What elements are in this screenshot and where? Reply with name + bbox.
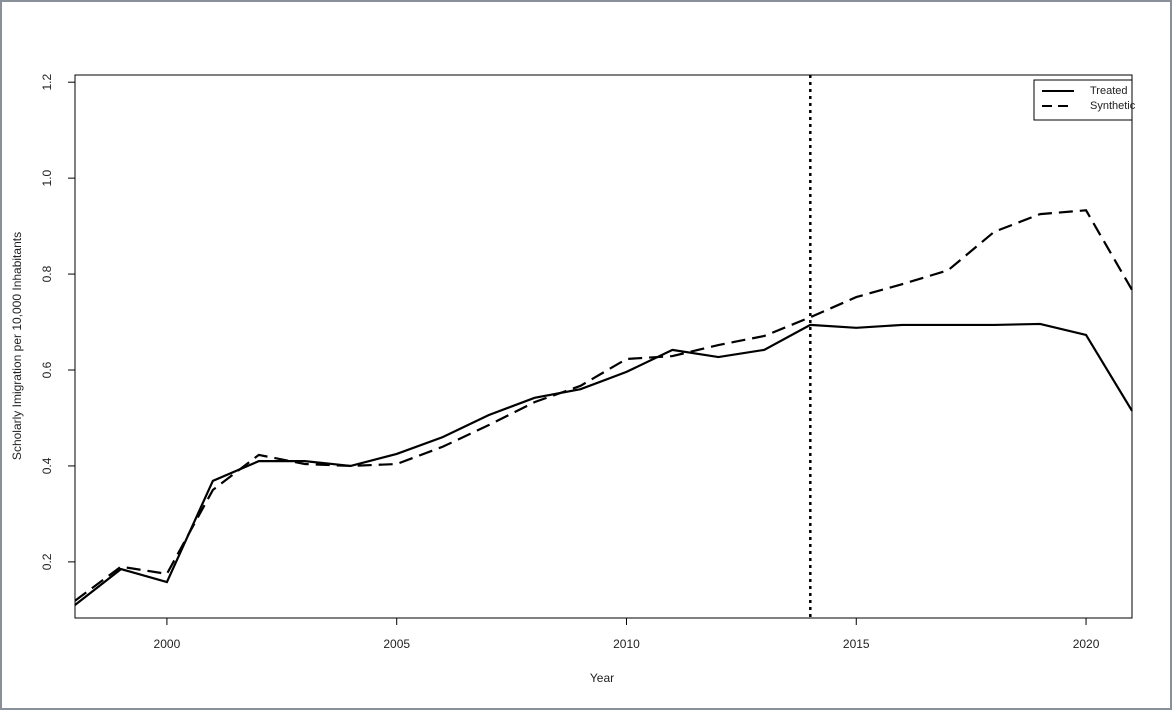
y-tick-label: 0.6 xyxy=(40,361,54,378)
series-line xyxy=(74,209,1133,602)
legend-label: Treated xyxy=(1090,85,1128,97)
x-tick-label: 2005 xyxy=(383,637,410,651)
x-axis-label: Year xyxy=(590,671,614,685)
plot-frame xyxy=(74,74,1133,619)
legend-box xyxy=(1033,79,1133,121)
y-tick-label: 1.2 xyxy=(40,74,54,91)
legend-label: Synthetic xyxy=(1090,100,1136,112)
x-tick-label: 2010 xyxy=(613,637,640,651)
y-axis-label: Scholarly Imigration per 10,000 Inhabita… xyxy=(10,232,24,460)
y-tick-label: 1.0 xyxy=(40,169,54,186)
y-tick-label: 0.8 xyxy=(40,265,54,282)
series-line xyxy=(74,322,1133,606)
y-tick-label: 0.4 xyxy=(40,457,54,474)
x-tick-label: 2020 xyxy=(1073,637,1100,651)
y-tick-label: 0.2 xyxy=(40,553,54,570)
x-tick-label: 2015 xyxy=(843,637,870,651)
x-tick-label: 2000 xyxy=(154,637,181,651)
